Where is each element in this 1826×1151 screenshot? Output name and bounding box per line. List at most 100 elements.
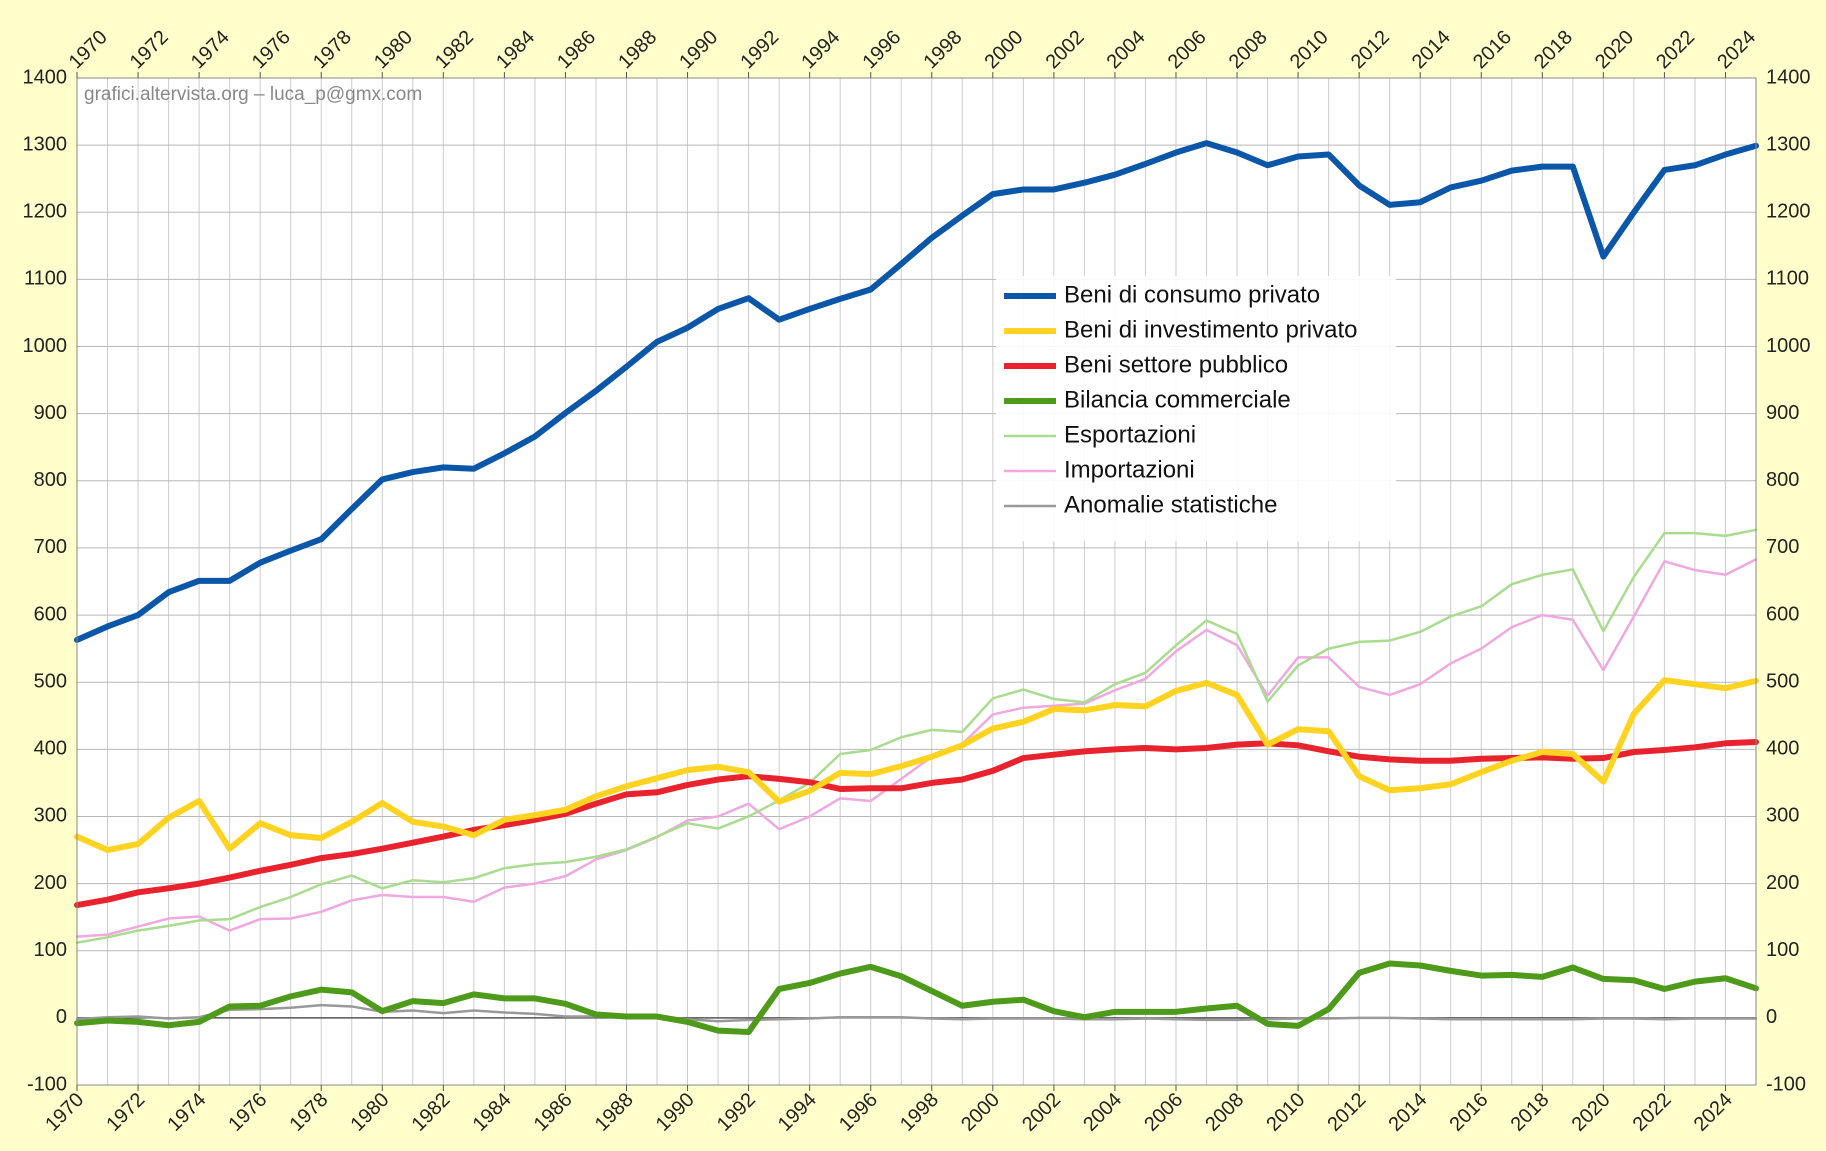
x-tick-label-top: 1986 xyxy=(553,26,600,73)
y-tick-label: 1200 xyxy=(23,201,68,223)
y2-tick-label: 800 xyxy=(1766,469,1799,491)
y2-tick-label: 400 xyxy=(1766,738,1799,760)
x-tick-label: 1970 xyxy=(41,1089,88,1136)
x-tick-label-top: 2000 xyxy=(981,26,1028,73)
x-tick-label: 2014 xyxy=(1384,1089,1431,1136)
y2-tick-label: 900 xyxy=(1766,402,1799,424)
legend: Beni di consumo privato Beni di investime… xyxy=(996,276,1396,541)
y-tick-label: 1100 xyxy=(24,268,67,290)
x-tick-label: 1982 xyxy=(408,1089,455,1136)
x-tick-label: 2002 xyxy=(1018,1089,1065,1136)
y-tick-label: 700 xyxy=(34,536,67,558)
y-tick-label: 1000 xyxy=(23,335,68,357)
x-tick-label-top: 1970 xyxy=(65,26,112,73)
x-tick-label-top: 2022 xyxy=(1652,26,1699,73)
x-tick-label-top: 1974 xyxy=(187,26,234,73)
x-tick-label: 2016 xyxy=(1446,1089,1493,1136)
y2-tick-label: 1400 xyxy=(1766,66,1811,88)
x-tick-label: 1990 xyxy=(652,1089,699,1136)
series-line xyxy=(75,1003,1758,1023)
y2-tick-label: 1300 xyxy=(1766,133,1811,155)
y-tick-label: 300 xyxy=(34,805,67,827)
x-tick-label-top: 1976 xyxy=(248,26,295,73)
series-line xyxy=(74,738,1759,909)
x-tick-label-top: 2014 xyxy=(1408,26,1455,73)
x-tick-label: 2008 xyxy=(1201,1089,1248,1136)
plot-frame xyxy=(76,77,1757,1086)
y-tick-label: 800 xyxy=(34,469,67,491)
y2-tick-label: 500 xyxy=(1766,670,1799,692)
y-tick-label: -100 xyxy=(27,1073,67,1095)
x-tick-label: 1976 xyxy=(224,1089,271,1136)
x-tick-label: 1986 xyxy=(530,1089,577,1136)
x-tick-label-top: 1990 xyxy=(675,26,722,73)
x-tick-label: 1984 xyxy=(469,1089,516,1136)
x-tick-label: 1980 xyxy=(347,1089,394,1136)
legend-label: Anomalie statistiche xyxy=(1064,491,1277,518)
x-tick-label: 1992 xyxy=(713,1089,760,1136)
x-tick-label-top: 1980 xyxy=(370,26,417,73)
series-line xyxy=(75,528,1758,944)
y-tick-label: 500 xyxy=(34,670,67,692)
x-tick-label-top: 2008 xyxy=(1225,26,1272,73)
legend-label: Esportazioni xyxy=(1064,421,1196,448)
x-tick-label-top: 2004 xyxy=(1103,26,1150,73)
x-tick-label: 1998 xyxy=(896,1089,943,1136)
x-tick-label-top: 1994 xyxy=(797,26,844,73)
series-line xyxy=(74,140,1759,643)
x-tick-label: 2010 xyxy=(1262,1089,1309,1136)
y2-tick-label: 1000 xyxy=(1766,335,1811,357)
y-tick-label: 1300 xyxy=(23,133,68,155)
x-tick-label-top: 1972 xyxy=(126,26,173,73)
y2-tick-label: 100 xyxy=(1766,939,1799,961)
y-tick-label: 1400 xyxy=(23,66,68,88)
x-tick-label-top: 1978 xyxy=(309,26,356,73)
y2-tick-label: 600 xyxy=(1766,603,1799,625)
y2-tick-label: 1200 xyxy=(1766,201,1811,223)
x-tick-label-top: 1982 xyxy=(431,26,478,73)
x-tick-label: 1996 xyxy=(835,1089,882,1136)
series-line xyxy=(74,677,1759,854)
y-tick-label: 600 xyxy=(34,603,67,625)
x-tick-label: 1978 xyxy=(285,1089,332,1136)
y-tick-label: 100 xyxy=(34,939,67,961)
x-tick-label-top: 2018 xyxy=(1530,26,1577,73)
x-tick-label-top: 1988 xyxy=(614,26,661,73)
legend-box xyxy=(996,276,1396,541)
x-tick-label: 2024 xyxy=(1690,1089,1737,1136)
x-tick-label-top: 2012 xyxy=(1347,26,1394,73)
plot-area xyxy=(77,78,1756,1085)
x-tick-label: 1974 xyxy=(163,1089,210,1136)
x-tick-label-top: 1998 xyxy=(919,26,966,73)
legend-label: Beni di consumo privato xyxy=(1064,281,1320,308)
x-tick-label-top: 2016 xyxy=(1469,26,1516,73)
legend-label: Bilancia commerciale xyxy=(1064,386,1291,413)
x-tick-label: 2012 xyxy=(1323,1089,1370,1136)
x-tick-label: 1988 xyxy=(591,1089,638,1136)
x-tick-label: 1994 xyxy=(774,1089,821,1136)
x-tick-label: 2020 xyxy=(1568,1089,1615,1136)
x-tick-label: 2018 xyxy=(1507,1089,1554,1136)
y-tick-label: 0 xyxy=(56,1006,67,1028)
x-tick-label: 2022 xyxy=(1629,1089,1676,1136)
x-tick-label-top: 1992 xyxy=(736,26,783,73)
y2-tick-label: 300 xyxy=(1766,805,1799,827)
x-tick-label-top: 2006 xyxy=(1164,26,1211,73)
lines xyxy=(74,140,1759,1035)
x-tick-label-top: 2010 xyxy=(1286,26,1333,73)
y-tick-label: 400 xyxy=(34,738,67,760)
legend-label: Importazioni xyxy=(1064,456,1195,483)
y-tick-label: 200 xyxy=(34,872,67,894)
y2-tick-label: 1100 xyxy=(1766,268,1809,290)
x-tick-label: 2000 xyxy=(957,1089,1004,1136)
x-tick-label-top: 2002 xyxy=(1042,26,1089,73)
y-tick-label: 900 xyxy=(34,402,67,424)
y2-tick-label: 0 xyxy=(1766,1006,1777,1028)
x-tick-label-top: 2024 xyxy=(1713,26,1760,73)
legend-label: Beni di investimento privato xyxy=(1064,316,1357,343)
x-tick-label: 2004 xyxy=(1079,1089,1126,1136)
y2-tick-label: -100 xyxy=(1766,1073,1806,1095)
legend-label: Beni settore pubblico xyxy=(1064,351,1288,378)
